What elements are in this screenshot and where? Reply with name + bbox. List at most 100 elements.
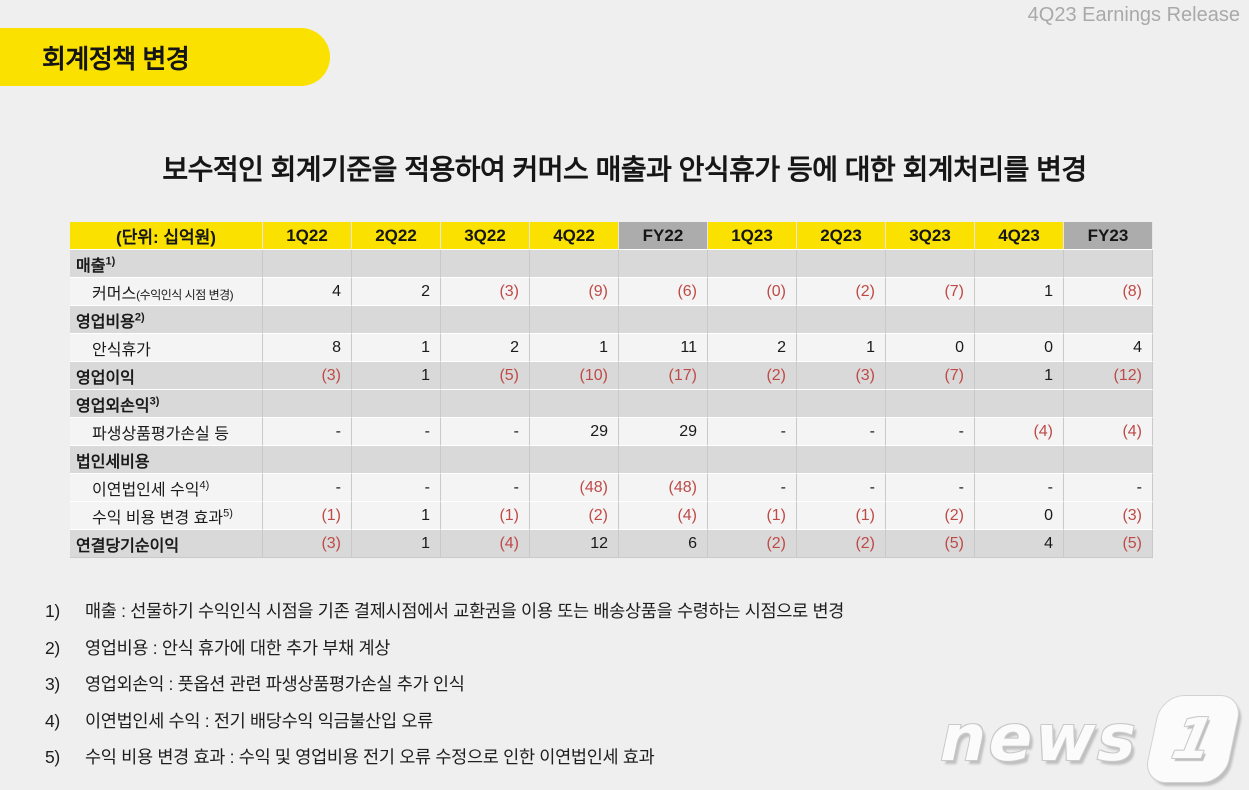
table-row: 안식휴가 8 1 2 1 11 2 1 0 0 4 xyxy=(70,334,1153,362)
value-cell: 0 xyxy=(975,502,1064,530)
footnote-number: 5) xyxy=(45,747,60,767)
footnote-3: 3) 영업외손익 : 풋옵션 관련 파생상품평가손실 추가 인식 xyxy=(45,673,1045,695)
value-cell: - xyxy=(441,418,530,446)
value-cell xyxy=(975,250,1064,278)
column-header: 2Q23 xyxy=(797,222,886,250)
row-label: 수익 비용 변경 효과 xyxy=(92,509,224,527)
news1-logo-numeral: 1 xyxy=(1166,706,1220,772)
footnote-text: 이연법인세 수익 : 전기 배당수익 익금불산입 오류 xyxy=(85,710,433,731)
value-cell xyxy=(797,446,886,474)
table-row: 영업비용2) xyxy=(70,306,1153,334)
value-cell: 1 xyxy=(530,334,619,362)
value-cell xyxy=(886,446,975,474)
row-label: 이연법인세 수익 xyxy=(92,481,200,499)
value-cell xyxy=(886,250,975,278)
footnote-number: 1) xyxy=(45,601,60,621)
value-cell: (3) xyxy=(263,530,352,558)
value-cell: 29 xyxy=(619,418,708,446)
value-cell xyxy=(1064,446,1153,474)
value-cell: (9) xyxy=(530,278,619,306)
value-cell xyxy=(530,446,619,474)
value-cell xyxy=(708,306,797,334)
table-row: 법인세비용 xyxy=(70,446,1153,474)
value-cell: (7) xyxy=(886,362,975,390)
value-cell: (17) xyxy=(619,362,708,390)
value-cell xyxy=(619,306,708,334)
value-cell xyxy=(975,390,1064,418)
section-badge-label: 회계정책 변경 xyxy=(42,43,190,74)
value-cell xyxy=(797,306,886,334)
value-cell xyxy=(263,390,352,418)
row-label: 안식휴가 xyxy=(92,341,151,359)
footnotes: 1) 매출 : 선물하기 수익인식 시점을 기존 결제시점에서 교환권을 이용 … xyxy=(45,600,1045,783)
accounting-change-table: (단위: 십억원) 1Q22 2Q22 3Q22 4Q22 FY22 1Q23 2Q23 3Q… xyxy=(70,222,1153,558)
section-badge: 회계정책 변경 xyxy=(0,28,330,86)
table-row: 커머스(수익인식 시점 변경) 4 2 (3) (9) (6) (0) (2) (7) 1 (8) xyxy=(70,278,1153,306)
value-cell: (5) xyxy=(441,362,530,390)
footnote-number: 3) xyxy=(45,674,60,694)
value-cell xyxy=(441,446,530,474)
value-cell: - xyxy=(797,418,886,446)
row-label-footnote-ref: 2) xyxy=(134,311,145,324)
value-cell: 1 xyxy=(352,362,441,390)
value-cell: (4) xyxy=(975,418,1064,446)
value-cell xyxy=(263,250,352,278)
value-cell: 8 xyxy=(263,334,352,362)
value-cell xyxy=(886,390,975,418)
value-cell: 1 xyxy=(352,530,441,558)
row-label: 영업외손익 xyxy=(76,397,150,415)
value-cell xyxy=(619,446,708,474)
value-cell: 11 xyxy=(619,334,708,362)
value-cell: 2 xyxy=(352,278,441,306)
value-cell: (12) xyxy=(1064,362,1153,390)
value-cell xyxy=(352,390,441,418)
value-cell: 4 xyxy=(975,530,1064,558)
row-label-cell: 영업이익 xyxy=(70,362,263,390)
value-cell xyxy=(619,250,708,278)
row-label-cell: 이연법인세 수익4) xyxy=(70,474,263,502)
footnote-5: 5) 수익 비용 변경 효과 : 수익 및 영업비용 전기 오류 수정으로 인한… xyxy=(45,746,1045,768)
value-cell xyxy=(530,306,619,334)
table-row: 영업이익 (3) 1 (5) (10) (17) (2) (3) (7) 1 (12) xyxy=(70,362,1153,390)
value-cell: - xyxy=(441,474,530,502)
value-cell xyxy=(352,446,441,474)
value-cell: (2) xyxy=(886,502,975,530)
row-label-cell: 파생상품평가손실 등 xyxy=(70,418,263,446)
value-cell: 1 xyxy=(975,362,1064,390)
column-header: 4Q22 xyxy=(530,222,619,250)
value-cell: (4) xyxy=(1064,418,1153,446)
value-cell: - xyxy=(797,474,886,502)
column-header-unit: (단위: 십억원) xyxy=(70,222,263,250)
value-cell: 2 xyxy=(441,334,530,362)
table-row: 매출1) xyxy=(70,250,1153,278)
table-row: 연결당기순이익 (3) 1 (4) 12 6 (2) (2) (5) 4 (5) xyxy=(70,530,1153,558)
footnote-text: 영업비용 : 안식 휴가에 대한 추가 부채 계상 xyxy=(85,637,391,658)
row-label: 영업비용 xyxy=(76,313,135,331)
release-label: 4Q23 Earnings Release xyxy=(1027,4,1240,26)
value-cell xyxy=(530,250,619,278)
value-cell: 1 xyxy=(352,334,441,362)
row-label-cell: 법인세비용 xyxy=(70,446,263,474)
footnote-text: 수익 비용 변경 효과 : 수익 및 영업비용 전기 오류 수정으로 인한 이연… xyxy=(85,747,655,767)
value-cell: - xyxy=(886,474,975,502)
value-cell xyxy=(619,390,708,418)
row-label: 영업이익 xyxy=(76,369,135,387)
value-cell: 1 xyxy=(352,502,441,530)
value-cell: (7) xyxy=(886,278,975,306)
value-cell: (1) xyxy=(797,502,886,530)
value-cell: 4 xyxy=(1064,334,1153,362)
column-header: 3Q23 xyxy=(886,222,975,250)
value-cell: - xyxy=(352,418,441,446)
value-cell: - xyxy=(263,474,352,502)
footnote-4: 4) 이연법인세 수익 : 전기 배당수익 익금불산입 오류 xyxy=(45,710,1045,732)
value-cell: (10) xyxy=(530,362,619,390)
value-cell: 6 xyxy=(619,530,708,558)
value-cell xyxy=(441,306,530,334)
row-label-footnote-ref: 5) xyxy=(223,507,233,520)
value-cell: (6) xyxy=(619,278,708,306)
value-cell: - xyxy=(886,418,975,446)
value-cell xyxy=(708,250,797,278)
value-cell: 0 xyxy=(975,334,1064,362)
value-cell: 1 xyxy=(797,334,886,362)
value-cell: (2) xyxy=(530,502,619,530)
